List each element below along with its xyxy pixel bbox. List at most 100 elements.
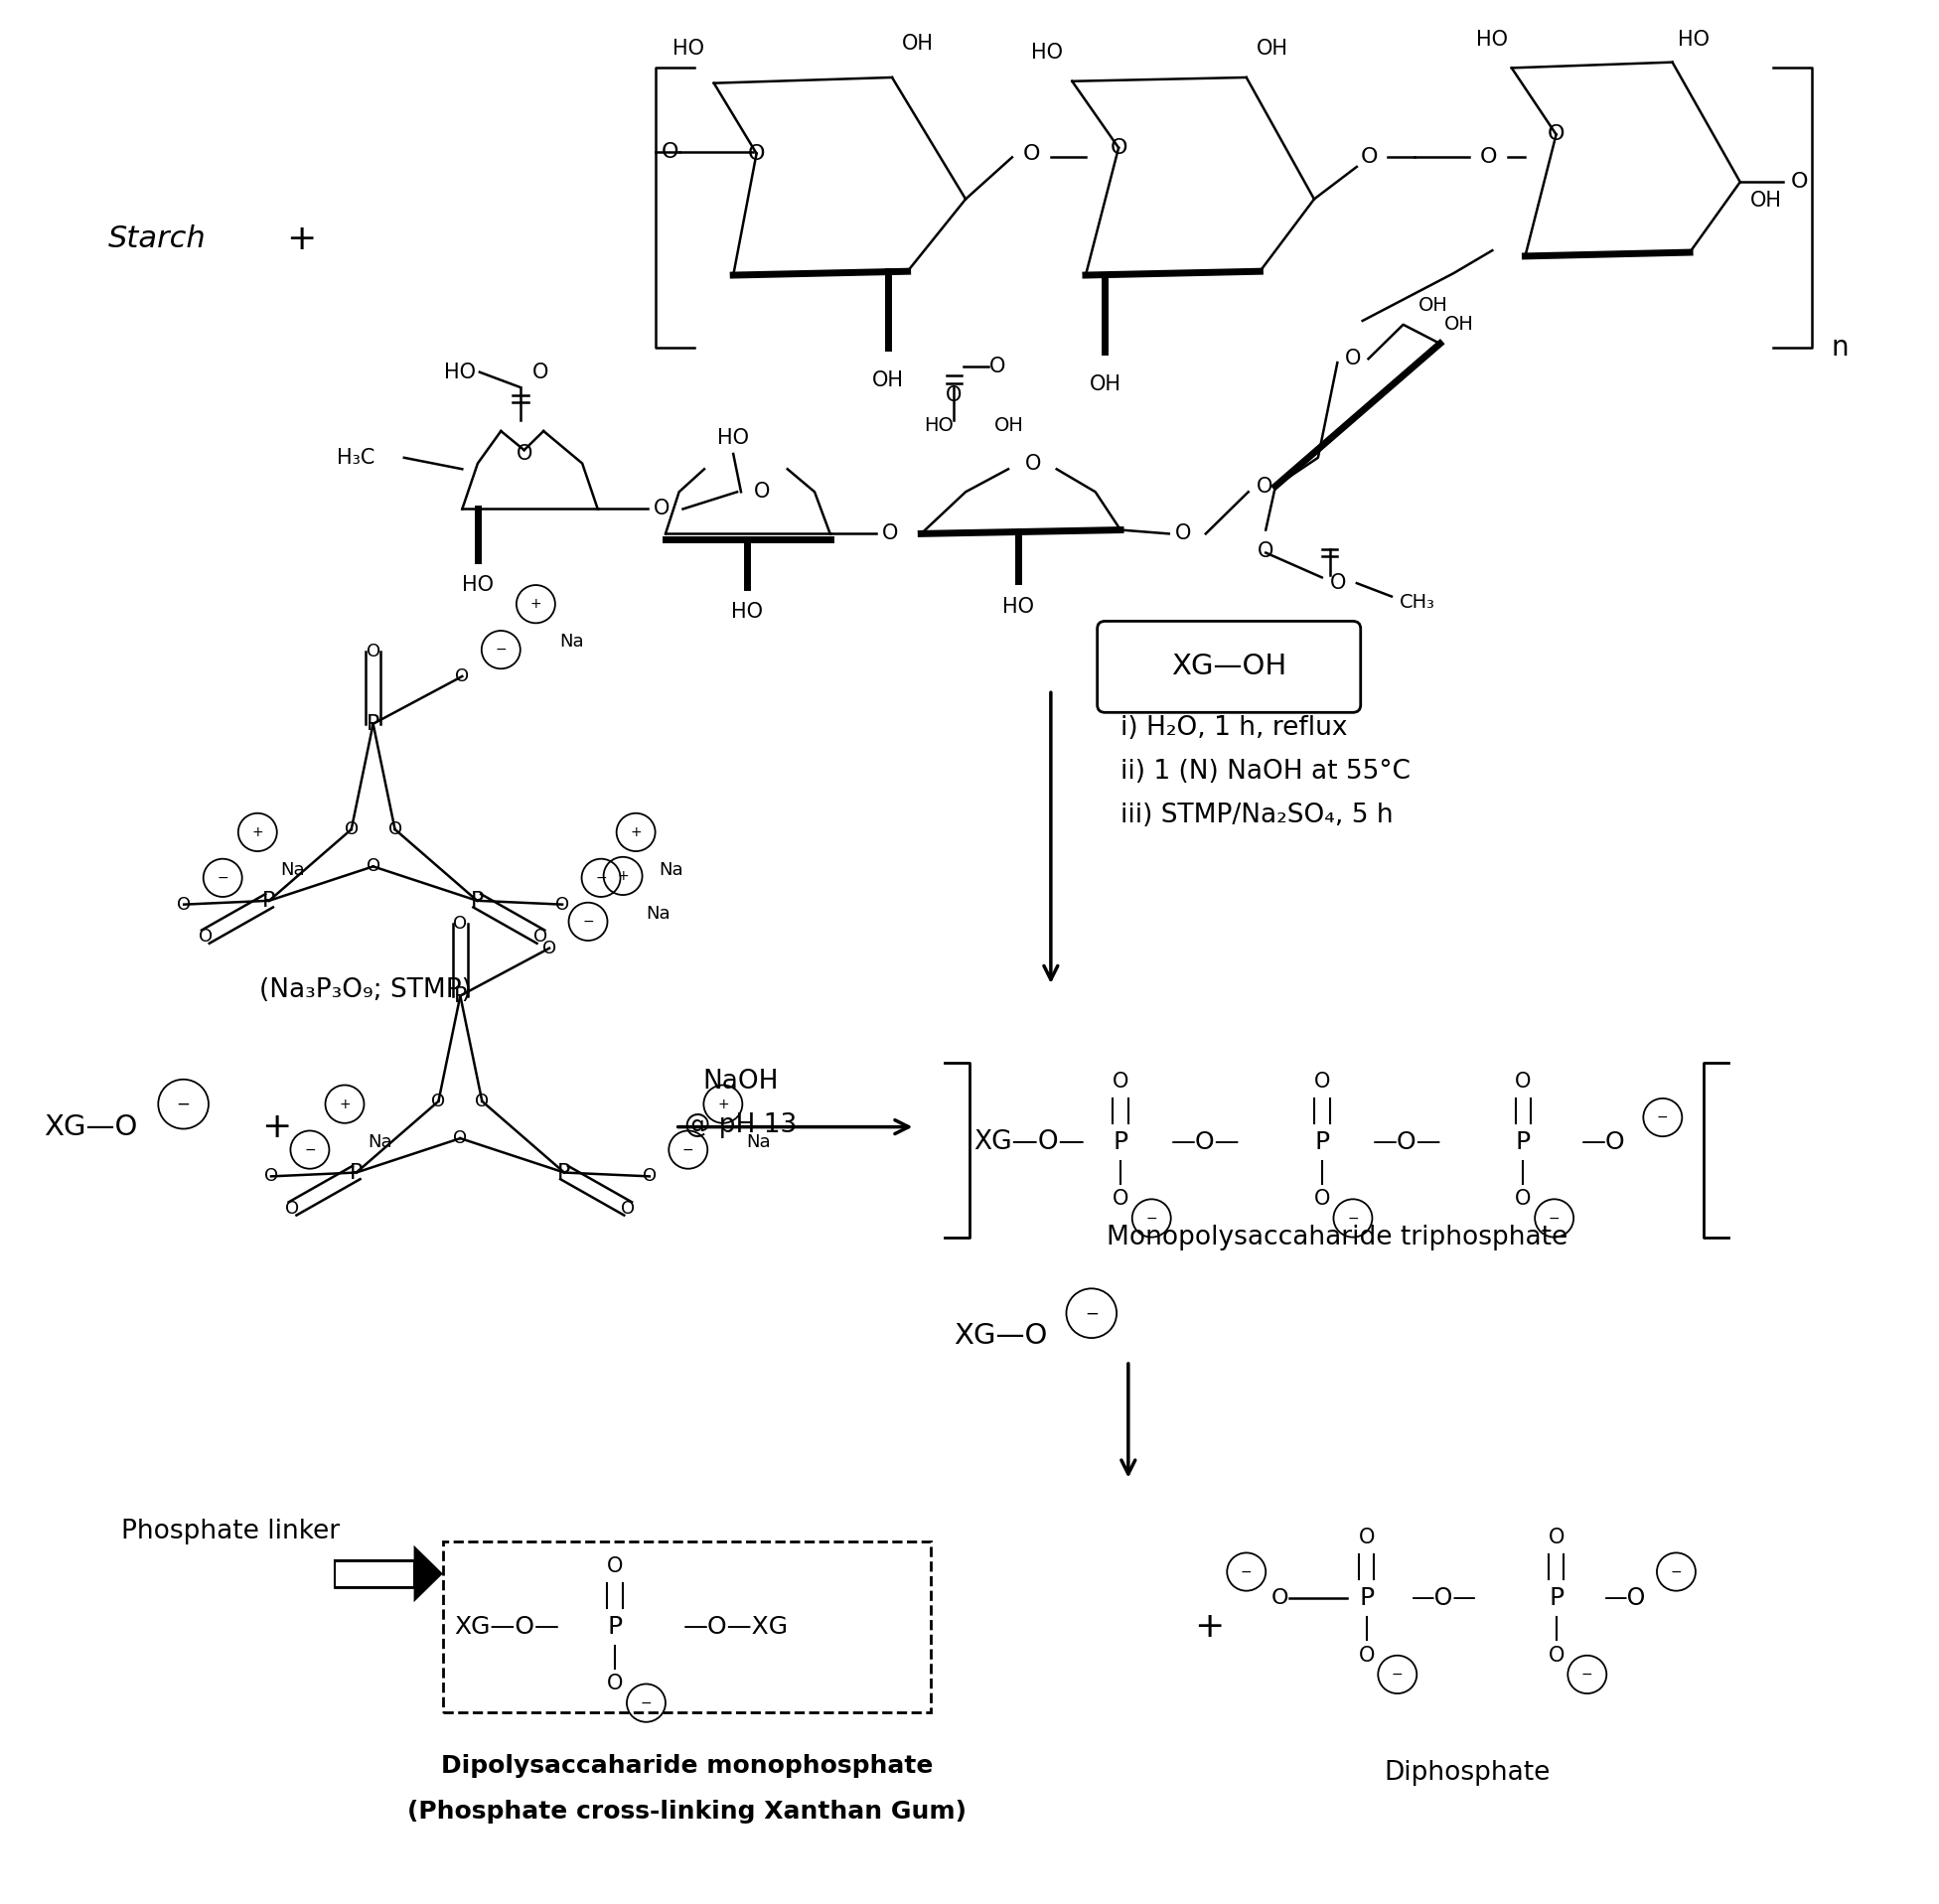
Text: O: O xyxy=(1790,171,1807,192)
Text: O: O xyxy=(454,1129,467,1148)
Text: −: − xyxy=(304,1142,316,1158)
Text: HO: HO xyxy=(1032,42,1063,63)
Text: O: O xyxy=(946,385,962,406)
Text: P: P xyxy=(349,1163,363,1182)
Text: −: − xyxy=(1348,1211,1359,1224)
Text: ii) 1 (N) NaOH at 55°C: ii) 1 (N) NaOH at 55°C xyxy=(1121,758,1410,784)
Text: NaOH: NaOH xyxy=(704,1068,779,1095)
Text: O: O xyxy=(661,141,679,162)
Text: O: O xyxy=(366,644,380,661)
FancyBboxPatch shape xyxy=(1097,621,1361,712)
Text: Diphosphate: Diphosphate xyxy=(1384,1761,1551,1786)
Text: XG—O—: XG—O— xyxy=(973,1129,1084,1156)
Text: −: − xyxy=(494,644,506,657)
Text: O: O xyxy=(285,1200,301,1217)
Text: P: P xyxy=(1315,1131,1330,1154)
Text: Starch: Starch xyxy=(109,225,206,253)
Text: −: − xyxy=(1084,1304,1097,1321)
Text: +: + xyxy=(252,824,264,840)
Text: O: O xyxy=(516,444,533,465)
Text: P: P xyxy=(1549,1586,1563,1611)
Text: CH₃: CH₃ xyxy=(1400,592,1435,611)
Text: Dipolysaccaharide monophosphate: Dipolysaccaharide monophosphate xyxy=(440,1754,933,1778)
FancyBboxPatch shape xyxy=(442,1542,931,1712)
Text: O: O xyxy=(531,362,549,383)
Text: —O—: —O— xyxy=(1171,1131,1241,1154)
Text: P: P xyxy=(1359,1586,1375,1611)
Text: O: O xyxy=(1258,541,1274,562)
Text: H₃C: H₃C xyxy=(337,447,374,468)
Text: OH: OH xyxy=(1256,38,1287,59)
Text: O: O xyxy=(475,1093,489,1110)
Text: −: − xyxy=(1392,1668,1404,1681)
Text: Na: Na xyxy=(659,861,684,880)
Text: O: O xyxy=(176,895,192,914)
Text: n: n xyxy=(1830,333,1848,362)
Text: −: − xyxy=(1549,1211,1561,1224)
Text: P: P xyxy=(607,1615,622,1639)
Text: Monopolysaccaharide triphosphate: Monopolysaccaharide triphosphate xyxy=(1107,1224,1569,1251)
Text: @ pH 13: @ pH 13 xyxy=(684,1112,797,1139)
Polygon shape xyxy=(334,1561,413,1588)
Text: O: O xyxy=(607,1674,622,1695)
Text: HO: HO xyxy=(444,362,475,383)
Text: OH: OH xyxy=(902,32,933,53)
Text: P: P xyxy=(471,891,483,910)
Text: O: O xyxy=(1359,1645,1375,1666)
Text: Na: Na xyxy=(368,1133,392,1152)
Text: O: O xyxy=(1346,348,1361,369)
Text: —O: —O xyxy=(1582,1131,1625,1154)
Text: −: − xyxy=(1582,1668,1594,1681)
Text: HO: HO xyxy=(717,428,748,447)
Text: O: O xyxy=(456,668,469,685)
Text: O: O xyxy=(1109,137,1127,158)
Text: O: O xyxy=(1547,1645,1565,1666)
Polygon shape xyxy=(413,1546,442,1603)
Text: −: − xyxy=(683,1142,694,1158)
Text: +: + xyxy=(529,598,541,611)
Text: O: O xyxy=(653,499,671,520)
Text: (Na₃P₃O₉; STMP): (Na₃P₃O₉; STMP) xyxy=(260,977,471,1003)
Text: OH: OH xyxy=(1419,295,1448,314)
Text: −: − xyxy=(1241,1565,1253,1578)
Text: O: O xyxy=(1547,1527,1565,1548)
Text: HO: HO xyxy=(925,415,954,434)
Text: O: O xyxy=(345,821,359,838)
Text: +: + xyxy=(1194,1611,1225,1643)
Text: +: + xyxy=(287,223,316,255)
Text: HO: HO xyxy=(1476,29,1509,50)
Text: O: O xyxy=(989,356,1004,377)
Text: O: O xyxy=(1175,524,1191,545)
Text: +: + xyxy=(262,1110,291,1144)
Text: P: P xyxy=(454,986,467,1005)
Text: OH: OH xyxy=(995,415,1024,434)
Text: O: O xyxy=(198,927,213,946)
Text: XG—O: XG—O xyxy=(45,1114,138,1140)
Text: OH: OH xyxy=(873,369,904,390)
Text: P: P xyxy=(262,891,275,910)
Text: +: + xyxy=(339,1097,351,1112)
Text: Na: Na xyxy=(646,904,671,923)
Text: −: − xyxy=(1658,1110,1668,1125)
Text: O: O xyxy=(555,895,570,914)
Text: P: P xyxy=(1516,1131,1530,1154)
Text: O: O xyxy=(882,524,898,545)
Text: —O—XG: —O—XG xyxy=(683,1615,789,1639)
Text: O: O xyxy=(1272,1588,1289,1609)
Text: −: − xyxy=(1146,1211,1158,1224)
Text: O: O xyxy=(1359,1527,1375,1548)
Text: O: O xyxy=(1479,147,1497,168)
Text: i) H₂O, 1 h, reflux: i) H₂O, 1 h, reflux xyxy=(1121,714,1348,741)
Text: O: O xyxy=(366,857,380,876)
Text: O: O xyxy=(1361,147,1379,168)
Text: O: O xyxy=(1256,476,1272,497)
Text: O: O xyxy=(607,1556,622,1577)
Text: XG—O—: XG—O— xyxy=(454,1615,560,1639)
Text: P: P xyxy=(558,1163,570,1182)
Text: O: O xyxy=(1113,1190,1128,1209)
Text: (Phosphate cross-linking Xanthan Gum): (Phosphate cross-linking Xanthan Gum) xyxy=(407,1799,966,1824)
Text: HO: HO xyxy=(1002,596,1033,617)
Text: O: O xyxy=(1315,1190,1330,1209)
Text: −: − xyxy=(176,1095,190,1114)
Text: O: O xyxy=(1022,143,1039,164)
